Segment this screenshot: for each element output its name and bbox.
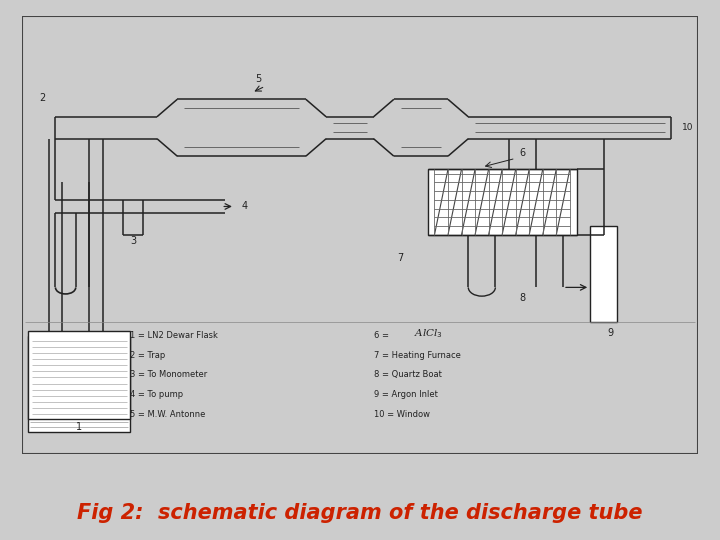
Text: 6 =: 6 = — [374, 331, 391, 340]
Text: 3: 3 — [130, 235, 136, 246]
Bar — [428, 169, 577, 235]
Text: 9: 9 — [608, 327, 613, 338]
Text: 6: 6 — [519, 148, 526, 158]
Text: 5 = M.W. Antonne: 5 = M.W. Antonne — [130, 410, 205, 418]
Text: 4 = To pump: 4 = To pump — [130, 390, 183, 399]
Text: AlCl$_3$: AlCl$_3$ — [414, 327, 444, 340]
Text: 1 = LN2 Dewar Flask: 1 = LN2 Dewar Flask — [130, 331, 217, 340]
Text: 3 = To Monometer: 3 = To Monometer — [130, 370, 207, 380]
Text: 2: 2 — [39, 93, 45, 104]
Text: 10 = Window: 10 = Window — [374, 410, 430, 418]
Bar — [590, 226, 617, 322]
Text: 5: 5 — [256, 74, 261, 84]
Text: 9 = Argon Inlet: 9 = Argon Inlet — [374, 390, 438, 399]
Text: 1: 1 — [76, 422, 82, 431]
Text: 8: 8 — [519, 293, 526, 302]
Text: 4: 4 — [241, 201, 248, 212]
Text: 10: 10 — [681, 123, 693, 132]
Text: 7 = Heating Furnace: 7 = Heating Furnace — [374, 350, 460, 360]
Bar — [28, 331, 130, 418]
Text: 7: 7 — [397, 253, 404, 263]
Text: 8 = Quartz Boat: 8 = Quartz Boat — [374, 370, 441, 380]
Bar — [28, 335, 130, 432]
Text: Fig 2:  schematic diagram of the discharge tube: Fig 2: schematic diagram of the discharg… — [77, 503, 643, 523]
Text: 2 = Trap: 2 = Trap — [130, 350, 165, 360]
